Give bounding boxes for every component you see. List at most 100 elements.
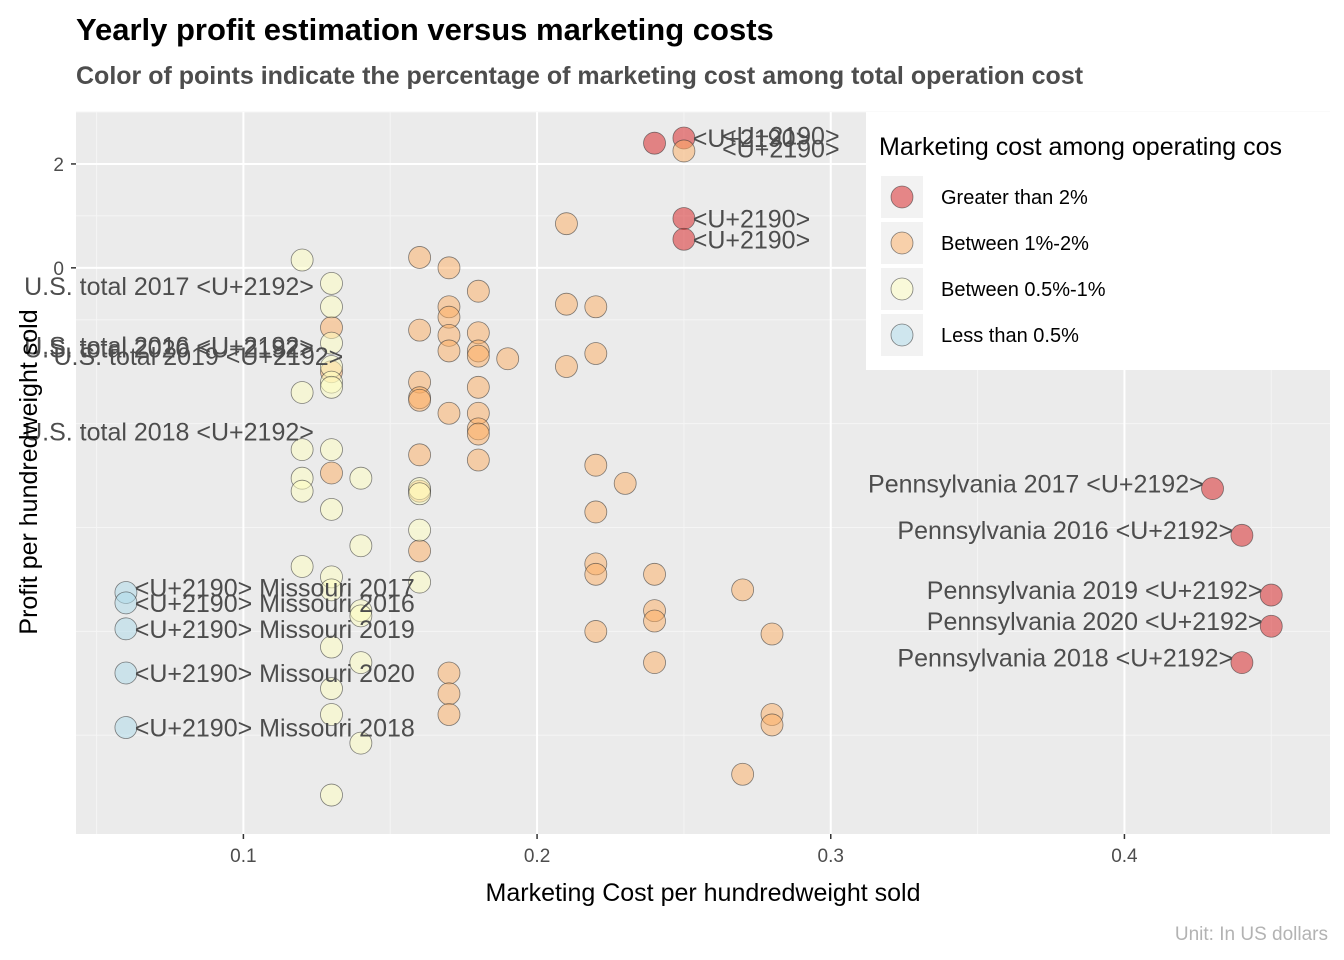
data-point	[320, 677, 343, 700]
data-point	[584, 295, 608, 319]
data-point	[349, 604, 373, 628]
y-tick-label: 0	[53, 259, 64, 280]
point-annotation: Pennsylvania 2020 <U+2192>	[927, 608, 1263, 636]
data-point	[320, 295, 343, 319]
chart-subtitle: Color of points indicate the percentage …	[76, 62, 1084, 90]
y-tick-label: 2	[53, 155, 64, 176]
x-tick-label: 0.3	[818, 846, 844, 867]
point-annotation: Pennsylvania 2016 <U+2192>	[897, 517, 1233, 545]
legend-swatch	[890, 231, 914, 255]
data-point	[555, 212, 578, 236]
data-point	[408, 388, 432, 412]
y-axis-label: Profit per hundredweight sold	[15, 309, 43, 634]
data-point	[643, 609, 666, 633]
data-point	[584, 620, 608, 643]
data-point	[437, 703, 461, 726]
point-annotation: U.S. total 2017 <U+2192>	[24, 273, 314, 301]
data-point	[320, 331, 343, 355]
point-annotation: <U+2190>	[693, 226, 810, 254]
point-annotation: <U+2190> Missouri 2019	[135, 616, 415, 644]
data-point	[290, 555, 314, 578]
data-point	[672, 227, 696, 251]
data-point	[672, 139, 696, 163]
data-points	[114, 126, 1283, 807]
data-point	[114, 661, 138, 685]
point-annotation: <U+2190>	[722, 122, 839, 150]
point-annotation: <U+2190> Missouri 2017	[135, 574, 415, 602]
data-point	[320, 272, 343, 295]
point-annotation: <U+2190>	[693, 205, 810, 233]
legend-entry-label: Between 1%-2%	[941, 233, 1089, 255]
data-point	[584, 562, 608, 586]
data-point	[408, 570, 432, 594]
data-point	[408, 443, 432, 467]
data-point	[114, 591, 138, 615]
legend-entry-label: Less than 0.5%	[941, 325, 1079, 347]
legend-entries: Greater than 2% Between 1%-2% Between 0.5%…	[881, 176, 1106, 356]
point-annotation: <U+2190> Missouri 2016	[135, 590, 415, 618]
data-point	[1230, 651, 1254, 674]
data-point	[437, 256, 461, 280]
data-point	[349, 466, 373, 490]
data-point	[643, 651, 666, 674]
point-annotation: U.S. total 2019 <U+2192>	[53, 343, 343, 371]
data-point	[408, 318, 432, 342]
x-axis-label: Marketing Cost per hundredweight sold	[486, 879, 921, 907]
legend-title: Marketing cost among operating cos	[879, 133, 1282, 161]
data-point	[290, 248, 314, 272]
point-annotation: Pennsylvania 2019 <U+2192>	[927, 577, 1263, 605]
point-annotation: <U+2190>	[693, 125, 810, 153]
data-point	[408, 539, 432, 563]
data-point	[437, 401, 461, 425]
data-point	[349, 534, 373, 558]
data-point	[584, 342, 608, 365]
legend-entry-label: Greater than 2%	[941, 187, 1088, 209]
point-annotation: <U+2190>	[722, 135, 839, 163]
data-point	[466, 375, 490, 399]
data-point	[290, 381, 314, 404]
chart-caption: Unit: In US dollars	[1175, 924, 1328, 945]
data-point	[613, 471, 637, 495]
data-point	[1201, 477, 1224, 500]
data-point	[643, 131, 666, 155]
point-annotation: U.S. total 2016 <U+2192>	[24, 333, 314, 361]
data-point	[731, 578, 755, 602]
point-annotation: <U+2190> Missouri 2020	[135, 660, 415, 688]
data-point	[408, 482, 432, 506]
x-tick-label: 0.4	[1111, 846, 1138, 867]
data-point	[731, 762, 755, 786]
legend-swatch	[890, 323, 914, 347]
data-point	[437, 661, 461, 685]
data-point	[760, 713, 784, 737]
data-point	[555, 292, 578, 316]
data-point	[408, 246, 432, 269]
data-point	[320, 375, 343, 399]
data-point	[437, 339, 461, 363]
x-axis-ticks: 0.1 0.2 0.3 0.4	[230, 834, 1138, 867]
point-annotation: U.S. total 2018 <U+2192>	[24, 418, 314, 446]
point-annotation: Pennsylvania 2018 <U+2192>	[897, 644, 1233, 672]
chart-title: Yearly profit estimation versus marketin…	[76, 12, 774, 47]
data-point	[555, 355, 578, 378]
data-point	[466, 344, 490, 368]
data-point	[1259, 614, 1283, 638]
x-tick-label: 0.1	[230, 846, 256, 867]
point-annotation: <U+2190> Missouri 2018	[135, 715, 415, 743]
data-point	[114, 617, 138, 641]
data-point	[496, 347, 520, 371]
data-point	[584, 453, 608, 477]
data-point	[408, 518, 432, 542]
data-point	[466, 422, 490, 446]
y-axis-ticks: 20	[53, 155, 76, 280]
data-point	[290, 479, 314, 503]
legend-background	[866, 112, 1344, 370]
legend-swatch	[890, 185, 914, 209]
data-point	[466, 448, 490, 472]
data-point	[466, 279, 490, 303]
legend-entry-label: Between 0.5%-1%	[941, 279, 1106, 301]
point-annotation: Pennsylvania 2017 <U+2192>	[868, 470, 1204, 498]
data-point	[320, 497, 343, 521]
data-point	[320, 703, 343, 726]
data-point	[349, 731, 373, 755]
